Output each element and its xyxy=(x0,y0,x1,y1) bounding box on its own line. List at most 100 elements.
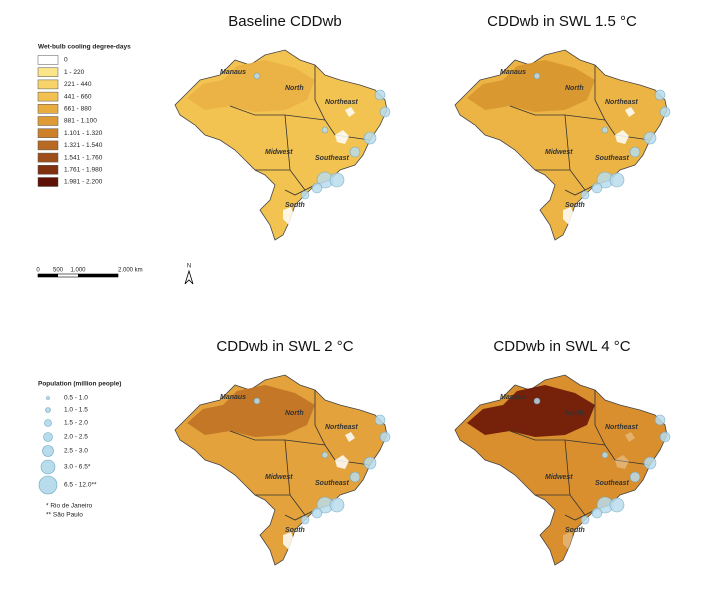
city-marker xyxy=(643,131,657,145)
region-label: Southeast xyxy=(595,155,630,162)
legend-swatch xyxy=(37,116,59,126)
city-marker xyxy=(643,456,657,470)
population-symbol xyxy=(43,432,53,442)
hot-zone xyxy=(467,385,595,437)
region-label: Northeast xyxy=(325,99,358,106)
population-symbol xyxy=(45,407,51,413)
city-marker xyxy=(321,451,329,459)
legend-label: 221 - 440 xyxy=(64,81,92,88)
city-marker xyxy=(311,182,323,194)
city-marker xyxy=(601,126,609,134)
city-marker xyxy=(654,89,666,101)
white-spots xyxy=(283,107,355,225)
legends: Wet-bulb cooling degree-days 0 1 - 220 221 … xyxy=(36,44,194,519)
legend-note: ** São Paulo xyxy=(46,512,83,519)
legend-swatch xyxy=(37,140,59,151)
region-label: Midwest xyxy=(545,474,573,481)
city-marker xyxy=(379,431,391,443)
legend-label: 1.541 - 1.760 xyxy=(64,154,103,161)
scale-bar-fill xyxy=(38,274,58,277)
city-marker xyxy=(591,507,603,519)
hot-zone xyxy=(187,385,315,437)
city-marker xyxy=(609,497,625,513)
scale-label: 500 xyxy=(53,268,64,274)
city-marker xyxy=(533,397,541,405)
legend-label: 1.101 - 1.320 xyxy=(64,130,103,137)
legend-label: 3.0 - 6.5* xyxy=(64,464,91,471)
legend-swatch xyxy=(37,152,59,163)
city-marker xyxy=(311,507,323,519)
legend-swatch xyxy=(37,67,59,77)
hot-zone xyxy=(187,60,315,112)
city-marker xyxy=(329,172,345,188)
north-label: N xyxy=(187,264,191,270)
scale-label: 1.000 xyxy=(70,268,86,274)
legend-label: 1.5 - 2.0 xyxy=(64,420,88,427)
scale-label: 2.000 km xyxy=(118,268,143,274)
legend-swatch xyxy=(37,79,59,90)
region-label: Southeast xyxy=(315,480,350,487)
legend-title: Wet-bulb cooling degree-days xyxy=(38,44,131,51)
region-label: Northeast xyxy=(325,424,358,431)
legend-label: 1.981 - 2.200 xyxy=(64,179,103,186)
panel-title: CDDwb in SWL 2 °C xyxy=(216,338,353,355)
city-marker xyxy=(580,515,590,525)
city-marker xyxy=(629,146,641,158)
region-label: South xyxy=(285,527,305,534)
region-label: North xyxy=(565,85,584,92)
region-label: Midwest xyxy=(545,149,573,156)
scale-label: 0 xyxy=(36,268,40,274)
population-symbol xyxy=(42,445,54,457)
scale-bar-fill xyxy=(78,274,118,277)
legend-label: 2.0 - 2.5 xyxy=(64,434,88,441)
legend-swatch xyxy=(37,55,59,65)
city-marker xyxy=(629,471,641,483)
city-marker xyxy=(580,190,590,200)
white-spots xyxy=(283,432,355,550)
city-marker xyxy=(349,146,361,158)
white-spots xyxy=(563,432,635,550)
city-marker xyxy=(654,414,666,426)
city-marker xyxy=(659,106,671,118)
region-label: North xyxy=(285,85,304,92)
region-borders xyxy=(229,65,371,196)
legend-label: 1.761 - 1.980 xyxy=(64,167,103,174)
legend-label: 6.5 - 12.0** xyxy=(64,482,97,489)
map: Manaus North Northeast Midwest Southeast Sout… xyxy=(174,374,391,566)
legend-swatch xyxy=(37,165,59,175)
region-borders xyxy=(509,390,651,521)
city-marker xyxy=(363,131,377,145)
legend-label: 0 xyxy=(64,57,68,64)
region-label: Midwest xyxy=(265,149,293,156)
legend-label: 1.0 - 1.5 xyxy=(64,407,88,414)
city-marker xyxy=(591,182,603,194)
region-label: Manaus xyxy=(500,394,526,401)
city-marker xyxy=(363,456,377,470)
city-marker xyxy=(300,190,310,200)
legend-swatch xyxy=(37,128,59,138)
city-marker xyxy=(300,515,310,525)
legend-swatch xyxy=(37,91,59,102)
legend-swatch xyxy=(37,177,59,187)
panel-title: CDDwb in SWL 4 °C xyxy=(493,338,630,355)
map: Manaus North Northeast Midwest Southeast Sout… xyxy=(174,49,391,241)
region-borders xyxy=(509,65,651,196)
region-label: South xyxy=(565,527,585,534)
region-label: Manaus xyxy=(500,69,526,76)
white-spots xyxy=(563,107,635,225)
city-marker xyxy=(253,397,261,405)
region-label: Northeast xyxy=(605,424,638,431)
panel-title: CDDwb in SWL 1.5 °C xyxy=(487,13,637,30)
region-label: North xyxy=(285,410,304,417)
city-marker xyxy=(533,72,541,80)
map: Manaus North Northeast Midwest Southeast Sout… xyxy=(454,374,671,566)
population-symbol xyxy=(46,396,50,400)
legend-label: 881 - 1.100 xyxy=(64,118,97,125)
legend-label: 2.5 - 3.0 xyxy=(64,448,88,455)
legend-swatch xyxy=(37,104,59,114)
city-marker xyxy=(253,72,261,80)
city-marker xyxy=(374,89,386,101)
city-marker xyxy=(379,106,391,118)
hot-zone xyxy=(467,60,595,112)
city-marker xyxy=(601,451,609,459)
